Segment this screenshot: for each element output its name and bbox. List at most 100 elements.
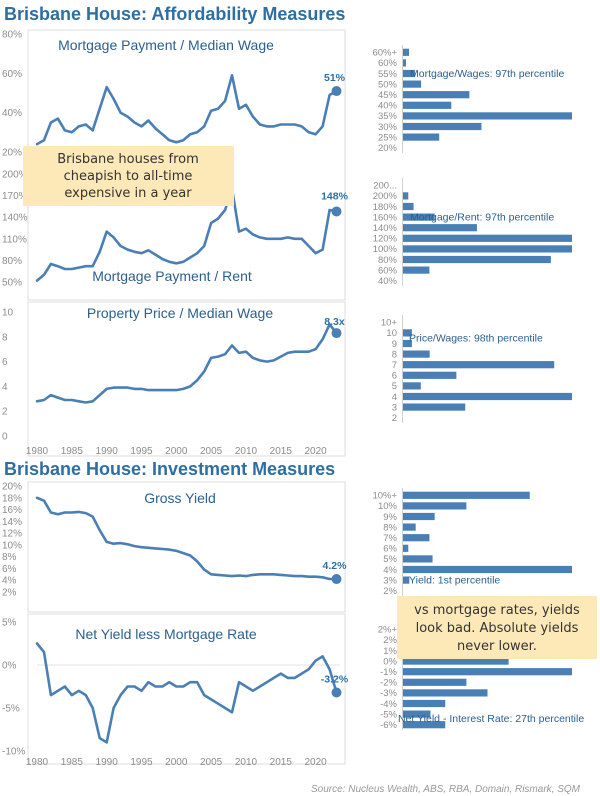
bin-label: 120% xyxy=(373,234,398,245)
price-frame xyxy=(27,301,346,457)
bin-label: 7% xyxy=(383,533,397,544)
line-chart-2: 50% 80% 110% 140% 170% 200% Mortgage Payment /… xyxy=(2,170,349,289)
y-tick-label: 20% xyxy=(2,148,22,159)
y-tick-label: 4 xyxy=(2,382,8,393)
histogram-bar xyxy=(403,512,435,521)
bin-label: 140% xyxy=(373,223,398,234)
bin-label: 40% xyxy=(378,276,398,287)
bin-label: 4% xyxy=(383,565,397,576)
y-tick-label: 12% xyxy=(2,529,22,540)
end-marker xyxy=(331,206,342,217)
line-chart-4: 2%4%6%8%10%12%14%16%18%20% Gross Yield 4.2… xyxy=(2,482,347,599)
y-tick-label: 6 xyxy=(2,357,8,368)
bin-label: 1% xyxy=(383,646,397,657)
series-line xyxy=(35,642,338,744)
histogram-bar xyxy=(403,350,430,358)
percentile-annotation: Mortgage/Rent: 97th percentile xyxy=(410,212,554,224)
affordability-section-title: Brisbane House: Affordability Measures xyxy=(4,4,345,24)
histogram-bar xyxy=(403,59,407,67)
histograms: 60%+60%55%50%45%40%35%30%25%20%Mortgage/… xyxy=(372,45,584,731)
bin-label: 20% xyxy=(378,143,398,154)
x-tick-label: 1980 xyxy=(26,446,49,457)
note-card-investment: vs mortgage rates, yields look bad. Abso… xyxy=(397,596,597,659)
end-marker xyxy=(331,574,342,585)
histogram-5: 2%+2%1%0%-1%-2%-3%-4%-5%-6%Net Yield - I… xyxy=(378,622,584,731)
series-line xyxy=(35,323,338,404)
bin-label: 2% xyxy=(383,635,397,646)
y-tick-label: 0% xyxy=(2,661,17,672)
histogram-bar xyxy=(403,122,482,131)
y-tick-label: 2% xyxy=(2,588,17,599)
x-tick-label: 1980 xyxy=(26,757,49,768)
note-affordability-line-1: Brisbane houses from xyxy=(57,152,199,167)
series-line xyxy=(35,74,338,146)
line-chart-1: 20% 40% 60% 80% Mortgage Payment / Median Wa… xyxy=(2,30,346,159)
bin-label: 10 xyxy=(386,328,397,339)
histogram-1: 60%+60%55%50%45%40%35%30%25%20% Mortgage/… xyxy=(372,45,572,154)
x-tick-label: 2020 xyxy=(304,446,327,457)
y-tick-label: 50% xyxy=(2,278,22,289)
histogram-bar xyxy=(403,699,446,708)
bin-label: 6 xyxy=(392,371,397,382)
end-value-label: 4.2% xyxy=(323,560,348,572)
histogram-bar xyxy=(403,192,409,200)
bin-label: 35% xyxy=(378,111,398,122)
source-note: Source: Nucleus Wealth, ABS, RBA, Domain… xyxy=(311,784,581,795)
x-tick-label: 2005 xyxy=(200,446,223,457)
y-tick-label: 20% xyxy=(2,482,22,493)
histogram-bar xyxy=(403,544,409,552)
series-line xyxy=(35,187,338,282)
y-tick-label: 110% xyxy=(2,234,27,245)
bin-label: 55% xyxy=(378,69,398,80)
histogram-bar xyxy=(403,555,433,563)
y-tick-label: 60% xyxy=(2,69,22,80)
x-tick-label: 2005 xyxy=(200,757,223,768)
histogram-bar xyxy=(403,133,440,141)
bin-label: 40% xyxy=(378,101,398,112)
bin-label: 0% xyxy=(383,656,397,667)
histogram-bar xyxy=(403,392,572,401)
bin-label: 9 xyxy=(392,339,397,350)
bin-label: 8 xyxy=(392,349,397,360)
end-marker xyxy=(331,328,342,339)
chart-title: Mortgage Payment / Median Wage xyxy=(58,37,274,53)
histogram-bar xyxy=(403,491,530,499)
bin-label: 3 xyxy=(392,402,397,413)
bin-label: 2%+ xyxy=(378,625,398,636)
x-tick-label: 2010 xyxy=(235,446,258,457)
y-tick-label: -5% xyxy=(2,704,20,715)
end-value-label: 148% xyxy=(321,190,349,202)
y-tick-label: 8 xyxy=(2,332,8,343)
bin-label: 100% xyxy=(373,244,398,255)
x-tick-label: 2020 xyxy=(304,757,327,768)
end-value-label: -3.2% xyxy=(321,674,349,686)
note-affordability-line-2: cheapish to all-time xyxy=(64,169,193,184)
investment-section-title: Brisbane House: Investment Measures xyxy=(4,459,335,479)
bin-label: 30% xyxy=(378,122,398,133)
y-tick-label: 18% xyxy=(2,493,22,504)
histogram-bar xyxy=(403,213,435,221)
note-affordability-line-3: expensive in a year xyxy=(64,186,192,201)
end-marker xyxy=(331,86,342,97)
bin-label: -2% xyxy=(380,678,397,689)
histogram-bar xyxy=(403,371,457,379)
x-tick-label: 1990 xyxy=(96,446,119,457)
x-tick-label: 2015 xyxy=(270,446,293,457)
bin-label: 80% xyxy=(378,255,398,266)
bin-label: 6% xyxy=(383,544,397,555)
gross-yield-frame xyxy=(27,481,346,613)
y-tick-label: 2 xyxy=(2,407,8,418)
line-chart-5: -10% -5% 0% 5% Net Yield less Mortgage Rate -… xyxy=(2,618,349,769)
histogram-bar xyxy=(403,339,412,348)
bin-label: 10%+ xyxy=(372,491,397,502)
histogram-bar xyxy=(403,224,477,232)
y-tick-label: 5% xyxy=(2,618,17,629)
note-card-investment-bg xyxy=(397,596,597,659)
chart-frames xyxy=(27,29,346,765)
note-investment-line-3: never lower. xyxy=(457,639,537,654)
y-tick-label: 6% xyxy=(2,564,17,575)
x-tick-label: 1995 xyxy=(130,446,153,457)
histogram-bar xyxy=(403,202,414,211)
end-marker xyxy=(331,687,342,698)
